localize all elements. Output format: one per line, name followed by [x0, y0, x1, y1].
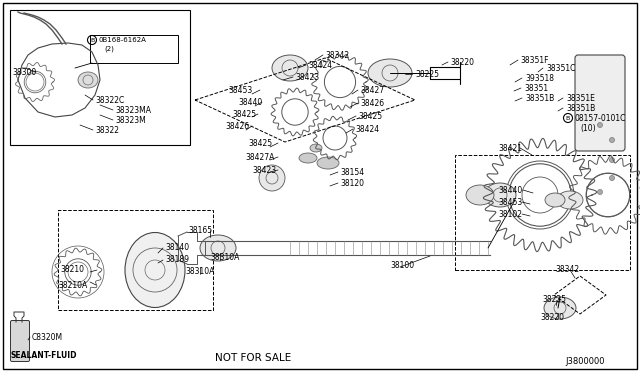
- Text: 38225: 38225: [542, 295, 566, 305]
- Text: B: B: [566, 115, 570, 121]
- Text: 38140: 38140: [165, 244, 189, 253]
- Text: 38225: 38225: [415, 70, 439, 78]
- Text: 38120: 38120: [340, 179, 364, 187]
- Text: 08157-0101C: 08157-0101C: [575, 113, 627, 122]
- Text: 38425: 38425: [358, 112, 382, 121]
- Ellipse shape: [317, 157, 339, 169]
- Text: 38322: 38322: [95, 125, 119, 135]
- Bar: [90, 35, 178, 63]
- Text: 38322C: 38322C: [95, 96, 124, 105]
- Text: 38323M: 38323M: [115, 115, 146, 125]
- Text: 38351B: 38351B: [566, 103, 595, 112]
- Text: 38351: 38351: [524, 83, 548, 93]
- Text: 38351C: 38351C: [546, 64, 575, 73]
- Text: 38351E: 38351E: [566, 93, 595, 103]
- Text: 38310A: 38310A: [210, 253, 239, 263]
- Ellipse shape: [466, 185, 494, 205]
- Ellipse shape: [545, 193, 565, 207]
- Text: (10): (10): [580, 124, 596, 132]
- Text: 38423: 38423: [295, 73, 319, 81]
- Text: 38424: 38424: [355, 125, 379, 134]
- Text: 38300: 38300: [12, 67, 36, 77]
- Circle shape: [609, 138, 614, 142]
- Text: 38426: 38426: [225, 122, 249, 131]
- Ellipse shape: [272, 55, 308, 81]
- Text: 38310A: 38310A: [185, 267, 214, 276]
- Text: 38102: 38102: [498, 209, 522, 218]
- Text: 38423: 38423: [252, 166, 276, 174]
- Text: 38426: 38426: [360, 99, 384, 108]
- Circle shape: [609, 157, 614, 163]
- Text: J3800000: J3800000: [565, 357, 605, 366]
- Ellipse shape: [484, 183, 516, 207]
- Circle shape: [598, 122, 602, 128]
- Ellipse shape: [310, 144, 322, 152]
- Text: 38453: 38453: [228, 86, 252, 94]
- Ellipse shape: [557, 191, 583, 209]
- Text: 38210A: 38210A: [58, 280, 87, 289]
- Text: (2): (2): [104, 46, 114, 52]
- Text: 38189: 38189: [165, 256, 189, 264]
- Text: 38342: 38342: [325, 51, 349, 60]
- Ellipse shape: [125, 232, 185, 308]
- Circle shape: [609, 176, 614, 180]
- Ellipse shape: [299, 153, 317, 163]
- Text: 38453: 38453: [498, 198, 522, 206]
- Bar: [455, 155, 630, 270]
- Circle shape: [259, 165, 285, 191]
- FancyBboxPatch shape: [575, 55, 625, 151]
- Text: 38424: 38424: [308, 61, 332, 70]
- Bar: [58, 210, 213, 310]
- Ellipse shape: [200, 235, 236, 261]
- Ellipse shape: [544, 297, 576, 319]
- Text: 393518: 393518: [525, 74, 554, 83]
- Text: 38220: 38220: [540, 314, 564, 323]
- Text: 38440: 38440: [238, 97, 262, 106]
- Text: 38323MA: 38323MA: [115, 106, 151, 115]
- Text: SEALANT-FLUID: SEALANT-FLUID: [10, 350, 77, 359]
- Text: 38154: 38154: [340, 167, 364, 176]
- Ellipse shape: [368, 59, 412, 87]
- Text: 38100: 38100: [390, 260, 414, 269]
- Text: 38421: 38421: [498, 144, 522, 153]
- Text: 38342: 38342: [555, 266, 579, 275]
- Ellipse shape: [78, 72, 98, 88]
- Text: 38210: 38210: [60, 266, 84, 275]
- Text: 38220: 38220: [450, 58, 474, 67]
- Text: 38440: 38440: [498, 186, 522, 195]
- Text: 38425: 38425: [232, 109, 256, 119]
- Text: 38165: 38165: [188, 225, 212, 234]
- Text: 38427A: 38427A: [245, 153, 275, 161]
- Text: 0B168-6162A: 0B168-6162A: [98, 37, 146, 43]
- FancyBboxPatch shape: [10, 321, 29, 362]
- Bar: [10, 10, 190, 145]
- Text: 38427: 38427: [360, 86, 384, 94]
- Text: C8320M: C8320M: [32, 333, 63, 341]
- Text: 38351B: 38351B: [525, 93, 554, 103]
- Text: NOT FOR SALE: NOT FOR SALE: [215, 353, 291, 363]
- Text: 38425: 38425: [248, 138, 272, 148]
- Text: B: B: [90, 38, 94, 42]
- Text: 38351F: 38351F: [520, 55, 548, 64]
- Circle shape: [598, 189, 602, 195]
